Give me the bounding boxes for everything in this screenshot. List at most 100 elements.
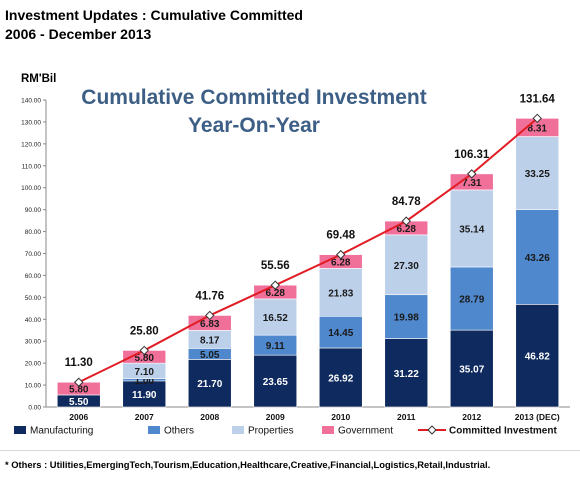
bar-value-label: 21.83: [328, 288, 353, 299]
bar-manufacturing: [449, 329, 494, 408]
total-value-label: 55.56: [261, 260, 290, 272]
line-point-marker: [467, 169, 477, 179]
line-point-marker: [270, 280, 280, 290]
bar-value-label: 8.31: [528, 123, 548, 134]
bar-properties: [515, 136, 560, 210]
x-tick-label: 2012: [462, 412, 481, 422]
x-tick-label: 2006: [69, 412, 88, 422]
y-tick-label: 120.00: [21, 141, 41, 148]
x-tick-label: 2011: [397, 412, 416, 422]
line-point-marker: [401, 216, 411, 226]
bar-value-label: 1.00: [135, 376, 155, 387]
bar-manufacturing: [122, 380, 167, 408]
bar-value-label: 23.65: [263, 377, 288, 388]
bar-value-label: 43.26: [525, 253, 550, 264]
chart-title-block: Cumulative Committed Investment Year-On-…: [44, 84, 464, 140]
y-axis-label: RM'Bil: [21, 73, 57, 85]
bar-value-label: 19.98: [394, 313, 419, 324]
bar-value-label: 5.80: [69, 385, 89, 396]
legend-line-marker: [427, 425, 437, 435]
bar-value-label: 26.92: [328, 373, 353, 384]
header-title: Investment Updates : Cumulative Committe…: [5, 7, 303, 23]
bar-value-label: 6.83: [200, 319, 220, 330]
bar-value-label: 16.52: [263, 313, 288, 324]
total-value-label: 106.31: [454, 149, 490, 161]
page-header: Investment Updates : Cumulative Committe…: [5, 6, 303, 44]
line-point-marker: [532, 113, 542, 124]
y-tick-label: 100.00: [21, 185, 41, 192]
bar-value-label: 35.14: [459, 224, 484, 235]
bar-value-label: 27.30: [394, 261, 419, 272]
legend-label: Government: [338, 426, 393, 437]
y-tick-label: 60.00: [25, 273, 42, 280]
bar-value-label: 5.80: [135, 353, 155, 364]
bar-others: [449, 266, 494, 331]
bar-properties: [384, 234, 429, 296]
bar-value-label: 21.70: [197, 379, 222, 390]
bar-manufacturing: [318, 347, 363, 408]
bar-value-label: 7.10: [135, 367, 155, 378]
legend-swatch: [14, 426, 26, 434]
legend-label: Manufacturing: [30, 426, 93, 437]
y-tick-label: 0.00: [28, 405, 41, 412]
legend-label: Others: [164, 426, 194, 437]
chart-title: Cumulative Committed Investment: [81, 86, 427, 109]
bar-value-label: 31.22: [394, 369, 419, 380]
legend-swatch: [148, 426, 160, 434]
x-tick-label: 2008: [200, 412, 219, 422]
bar-value-label: 28.79: [459, 295, 484, 306]
total-value-label: 131.64: [520, 93, 556, 105]
footnote: * Others : Utilities,EmergingTech,Touris…: [5, 459, 491, 470]
bar-value-label: 6.28: [397, 224, 417, 235]
total-value-label: 11.30: [65, 357, 93, 369]
bar-others: [515, 209, 560, 305]
y-tick-label: 130.00: [21, 119, 41, 126]
line-point-marker: [139, 345, 149, 356]
legend-swatch: [232, 426, 244, 434]
total-value-label: 84.78: [392, 196, 421, 208]
bar-properties: [253, 298, 298, 336]
bar-value-label: 14.45: [328, 328, 353, 339]
y-tick-label: 30.00: [25, 339, 42, 346]
legend-label: Committed Investment: [449, 426, 557, 437]
total-value-label: 69.48: [326, 230, 355, 242]
committed-investment-line: [78, 117, 538, 384]
x-tick-label: 2013 (DEC): [515, 412, 560, 422]
y-tick-label: 140.00: [21, 98, 41, 105]
total-value-label: 25.80: [130, 325, 159, 337]
y-tick-label: 110.00: [22, 163, 42, 170]
bar-value-label: 6.28: [266, 288, 286, 299]
x-tick-label: 2007: [135, 412, 154, 422]
y-tick-label: 70.00: [25, 251, 42, 258]
bar-value-label: 35.07: [459, 365, 484, 376]
header-period: 2006 - December 2013: [5, 26, 152, 42]
bar-value-label: 5.50: [69, 397, 89, 408]
x-tick-label: 2010: [331, 412, 350, 422]
bar-value-label: 11.90: [132, 390, 157, 401]
line-point-marker: [74, 377, 84, 387]
footer-divider: [0, 450, 580, 451]
bar-value-label: 9.11: [266, 341, 285, 352]
bar-others: [384, 294, 429, 339]
y-tick-label: 10.00: [25, 383, 42, 390]
y-tick-label: 50.00: [25, 295, 42, 302]
bar-others: [318, 315, 363, 349]
bar-value-label: 46.82: [525, 352, 550, 363]
y-tick-label: 80.00: [25, 229, 42, 236]
bar-value-label: 6.28: [331, 258, 351, 269]
bar-value-label: 33.25: [525, 169, 550, 180]
y-tick-label: 40.00: [25, 317, 42, 324]
line-point-marker: [205, 310, 215, 321]
x-tick-label: 2009: [266, 412, 285, 422]
total-value-label: 41.76: [195, 290, 224, 302]
bar-value-label: 5.05: [200, 350, 220, 361]
legend-label: Properties: [248, 426, 294, 437]
bar-manufacturing: [384, 338, 429, 408]
bar-manufacturing: [187, 359, 232, 408]
bar-value-label: 7.31: [462, 178, 482, 189]
bar-properties: [449, 189, 494, 268]
chart-subtitle: Year-On-Year: [188, 114, 320, 137]
y-tick-label: 20.00: [25, 361, 42, 368]
y-tick-label: 90.00: [25, 207, 42, 214]
